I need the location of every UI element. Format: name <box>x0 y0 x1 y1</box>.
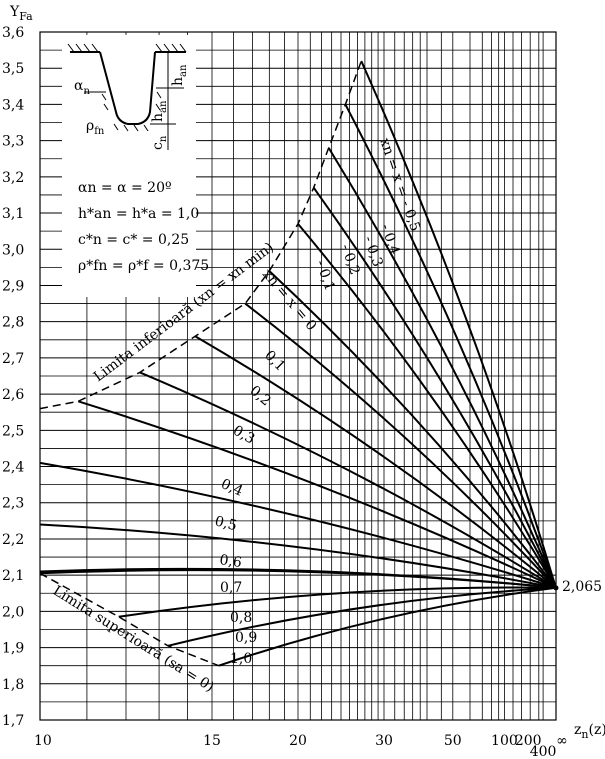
x-axis-label: zn(z) <box>574 722 605 741</box>
x-tick-label: ∞ <box>556 733 568 749</box>
series-label-03: 0,3 <box>230 423 257 448</box>
inset-background <box>62 35 196 297</box>
y-tick-label: 3,3 <box>2 134 24 150</box>
series-label-m01: - 0,1 <box>312 258 337 293</box>
y-tick-label: 1,7 <box>2 713 24 729</box>
series-line <box>344 103 557 589</box>
lower-boundary-line <box>39 60 363 410</box>
y-tick-label: 2,5 <box>2 423 24 439</box>
series-label-07: 0,7 <box>220 580 242 596</box>
x-tick-label: 50 <box>444 733 462 749</box>
upper-boundary-line <box>39 572 219 667</box>
series-line <box>194 335 557 589</box>
series-line <box>39 461 557 589</box>
series-label-06: 0,6 <box>218 552 242 571</box>
series-label-08: 0,8 <box>230 610 252 626</box>
alpha-label: αn <box>74 78 90 97</box>
series-line <box>268 270 557 589</box>
y-tick-label: 3,6 <box>2 25 24 41</box>
series-label-09: 0,9 <box>235 630 257 646</box>
boundaries <box>39 60 363 667</box>
y-tick-label: 1,8 <box>2 677 24 693</box>
y-tick-label: 2,7 <box>2 351 24 367</box>
han-label-mid: han <box>150 100 169 122</box>
x-tick-label: 200 <box>515 733 542 749</box>
curves <box>39 60 559 667</box>
y-tick-label: 2,1 <box>2 568 24 584</box>
series-line <box>244 302 557 589</box>
equation-rho: ρ*fn = ρ*f = 0,375 <box>78 258 209 274</box>
series-line <box>312 187 557 589</box>
x-tick-label: 100 <box>491 733 518 749</box>
series-label-10: 1,0 <box>230 651 252 667</box>
y-tick-labels: 1,7 1,8 1,9 2,0 2,1 2,2 2,3 2,4 2,5 2,6 2,7 2,8 2,9 3… <box>2 25 24 729</box>
y-tick-label: 1,9 <box>2 641 24 657</box>
hatching <box>67 43 187 132</box>
equation-han: h*an = h*a = 1,0 <box>78 206 199 222</box>
series-line <box>77 400 557 589</box>
series-line <box>167 586 556 647</box>
y-tick-label: 2,3 <box>2 496 24 512</box>
convergence-point <box>553 585 559 591</box>
han-label-top: han <box>170 64 189 86</box>
series-line <box>360 60 557 589</box>
tooth-profile-diagram <box>70 51 186 150</box>
series-line <box>297 223 557 589</box>
y-axis-label: YFa <box>9 4 33 23</box>
y-tick-label: 2,9 <box>2 278 24 294</box>
series-labels: xn = x = - 0,5 - 0,4 - 0,3 - 0,2 - 0,1 x… <box>213 136 423 667</box>
x-tick-label: 10 <box>34 733 52 749</box>
series-line <box>39 523 557 589</box>
x-tick-label: 30 <box>375 733 393 749</box>
x-tick-label: 15 <box>203 733 221 749</box>
x-tick-label: 20 <box>289 733 307 749</box>
series-line <box>218 586 557 667</box>
y-tick-label: 2,0 <box>2 604 24 620</box>
rho-label: ρfn <box>86 118 105 137</box>
series-line <box>327 147 557 589</box>
y-tick-label: 3,1 <box>2 206 24 222</box>
series-line <box>139 371 557 589</box>
cn-label: cn <box>150 135 169 150</box>
equation-alpha: αn = α = 20º <box>78 180 172 196</box>
series-line <box>39 569 556 589</box>
series-label-04: 0,4 <box>218 476 245 500</box>
y-tick-label: 3,2 <box>2 170 24 186</box>
y-tick-label: 2,4 <box>2 460 24 476</box>
series-line <box>118 586 556 618</box>
grid <box>39 31 557 721</box>
y-tick-label: 2,2 <box>2 532 24 548</box>
series-label-05: 0,5 <box>213 513 238 534</box>
y-tick-label: 2,8 <box>2 315 24 331</box>
y-tick-label: 3,5 <box>2 61 24 77</box>
x-tick-label: 400 <box>530 744 557 759</box>
inset-panel: αn ρfn han han cn αn = α = 20º h*an = h*… <box>62 35 209 297</box>
plot-frame <box>39 31 557 721</box>
y-tick-label: 3,4 <box>2 97 24 113</box>
equation-cn: c*n = c* = 0,25 <box>78 232 189 248</box>
convergence-label: 2,065 <box>562 579 602 595</box>
y-tick-label: 3,0 <box>2 242 24 258</box>
y-tick-label: 2,6 <box>2 387 24 403</box>
